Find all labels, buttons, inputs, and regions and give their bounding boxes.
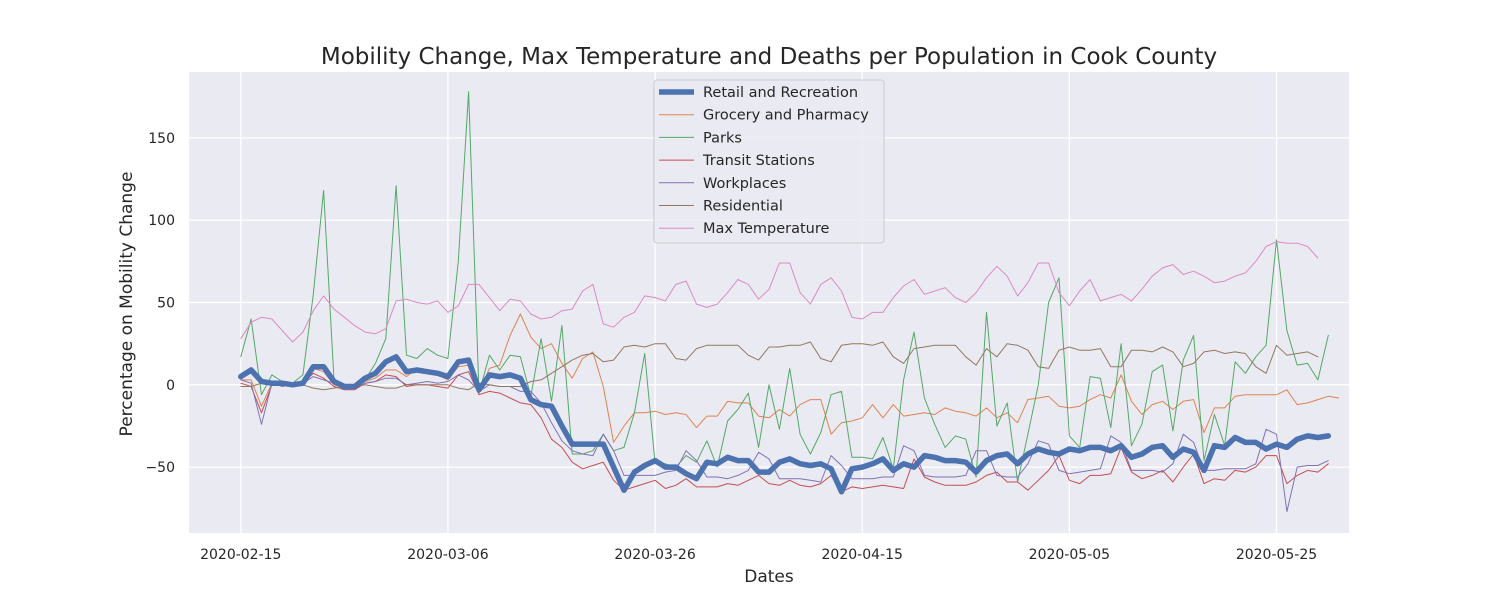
y-tick-label: 100 (148, 213, 175, 229)
legend-label-transit-stations: Transit Stations (702, 153, 815, 169)
series-line-parks (240, 91, 1329, 483)
series-lines (238, 91, 1340, 513)
x-tick-label: 2020-05-05 (1029, 547, 1110, 563)
legend-label-retail-and-recreation: Retail and Recreation (703, 85, 858, 101)
series-line-residential (240, 341, 1319, 391)
x-tick-label: 2020-04-15 (822, 547, 903, 563)
legend-label-grocery-and-pharmacy: Grocery and Pharmacy (703, 108, 869, 124)
legend-label-max-temperature: Max Temperature (703, 221, 830, 237)
series-line-workplaces (240, 374, 1329, 513)
y-tick-label: −50 (145, 460, 175, 476)
legend-label-residential: Residential (703, 199, 783, 215)
y-tick-label: 150 (148, 131, 175, 147)
y-axis-label: Percentage on Mobility Change (117, 172, 137, 437)
legend-box (653, 79, 885, 244)
y-tick-label: 50 (157, 296, 175, 312)
x-tick-label: 2020-03-26 (614, 547, 695, 563)
series-line-max-temperature (240, 241, 1319, 343)
x-tick-label: 2020-02-15 (200, 547, 281, 563)
legend-label-parks: Parks (703, 130, 742, 146)
y-axis-ticks: −50 0 50 100 150 (145, 131, 175, 476)
legend: Retail and Recreation Grocery and Pharmac… (653, 79, 885, 244)
x-axis-ticks: 2020-02-15 2020-03-06 2020-03-26 2020-04-15… (200, 547, 1317, 563)
chart-title: Mobility Change, Max Temperature and Dea… (321, 44, 1217, 70)
series-line-retail-and-recreation (238, 354, 1332, 495)
x-tick-label: 2020-05-25 (1236, 547, 1317, 563)
x-tick-label: 2020-03-06 (407, 547, 488, 563)
legend-label-workplaces: Workplaces (703, 176, 786, 192)
x-axis-label: Dates (744, 567, 794, 587)
y-tick-label: 0 (166, 378, 175, 394)
